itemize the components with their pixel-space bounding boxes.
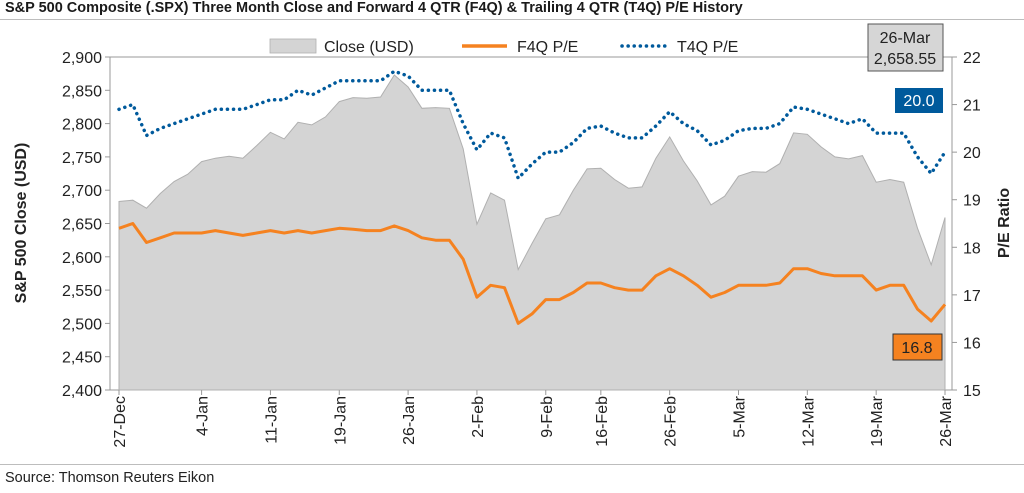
f4q-callout: 16.8 bbox=[892, 333, 943, 361]
x-tick-label: 2-Feb bbox=[470, 396, 487, 438]
x-tick-label: 16-Feb bbox=[594, 396, 611, 447]
x-tick-label: 26-Feb bbox=[663, 396, 680, 447]
t4q-callout-box bbox=[895, 88, 943, 113]
f4q-callout-value: 16.8 bbox=[901, 340, 932, 357]
x-tick-label: 5-Mar bbox=[732, 395, 749, 437]
y2-tick-label: 21 bbox=[963, 98, 981, 115]
close-area-layer bbox=[118, 74, 946, 391]
y2-axis-title: P/E Ratio bbox=[996, 188, 1013, 258]
y-axis-title: S&P 500 Close (USD) bbox=[13, 143, 30, 304]
y2-tick-label: 16 bbox=[963, 335, 981, 352]
t4q-callout-value: 20.0 bbox=[903, 93, 934, 110]
y-tick-label: 2,850 bbox=[62, 83, 102, 100]
x-tick-label: 19-Mar bbox=[869, 395, 886, 446]
source-note: Source: Thomson Reuters Eikon bbox=[5, 470, 215, 486]
y-tick-label: 2,600 bbox=[62, 250, 102, 267]
x-tick-label: 12-Mar bbox=[800, 395, 817, 446]
y-tick-label: 2,400 bbox=[62, 383, 102, 400]
x-tick-label: 9-Feb bbox=[539, 396, 556, 438]
x-tick-label: 11-Jan bbox=[263, 396, 280, 444]
title-divider bbox=[0, 19, 1024, 20]
t4q-callout: 20.0 bbox=[895, 88, 943, 113]
source-divider bbox=[0, 464, 1024, 465]
y-tick-label: 2,650 bbox=[62, 217, 102, 234]
date-callout-close: 2,658.55 bbox=[874, 51, 936, 68]
y-tick-label: 2,800 bbox=[62, 117, 102, 134]
t4q-pe-line bbox=[117, 69, 947, 181]
y-axis-right: 15 16 17 18 19 20 21 22 bbox=[952, 50, 981, 400]
pe-lines-layer bbox=[117, 69, 947, 325]
y-tick-label: 2,750 bbox=[62, 150, 102, 167]
f4q-pe-line bbox=[118, 222, 947, 325]
y-tick-label: 2,900 bbox=[62, 50, 102, 67]
y2-tick-label: 19 bbox=[963, 193, 981, 210]
y-axis-left: 2,400 2,450 2,500 2,550 2,600 2,650 2,700 2,750… bbox=[62, 50, 110, 400]
date-callout: 26-Mar 2,658.55 bbox=[867, 23, 944, 72]
date-callout-date: 26-Mar bbox=[880, 30, 931, 47]
x-tick-label: 27-Dec bbox=[112, 396, 129, 448]
x-tick-label: 19-Jan bbox=[332, 396, 349, 445]
legend-close-swatch bbox=[269, 38, 317, 54]
legend-close-label: Close (USD) bbox=[324, 39, 414, 56]
legend-f4q-label: F4Q P/E bbox=[517, 39, 578, 56]
x-tick-label: 26-Mar bbox=[938, 395, 955, 446]
legend: Close (USD) F4Q P/E T4Q P/E bbox=[269, 38, 738, 56]
y2-tick-label: 18 bbox=[963, 240, 981, 257]
y-tick-label: 2,550 bbox=[62, 283, 102, 300]
x-axis: 27-Dec 4-Jan 11-Jan 19-Jan 26-Jan 2-Feb 9-Feb 1… bbox=[112, 390, 955, 448]
y2-tick-label: 17 bbox=[963, 288, 981, 305]
x-tick-label: 26-Jan bbox=[401, 396, 418, 445]
close-area bbox=[118, 74, 946, 391]
y-tick-label: 2,500 bbox=[62, 316, 102, 333]
y2-tick-label: 15 bbox=[963, 383, 981, 400]
chart-title: S&P 500 Composite (.SPX) Three Month Clo… bbox=[5, 0, 743, 16]
legend-t4q-label: T4Q P/E bbox=[677, 39, 738, 56]
f4q-callout-box bbox=[892, 333, 943, 361]
y-tick-label: 2,700 bbox=[62, 183, 102, 200]
x-tick-label: 4-Jan bbox=[195, 396, 212, 436]
y-tick-label: 2,450 bbox=[62, 350, 102, 367]
y2-tick-label: 20 bbox=[963, 145, 981, 162]
y2-tick-label: 22 bbox=[963, 50, 981, 67]
date-callout-box bbox=[867, 23, 944, 72]
